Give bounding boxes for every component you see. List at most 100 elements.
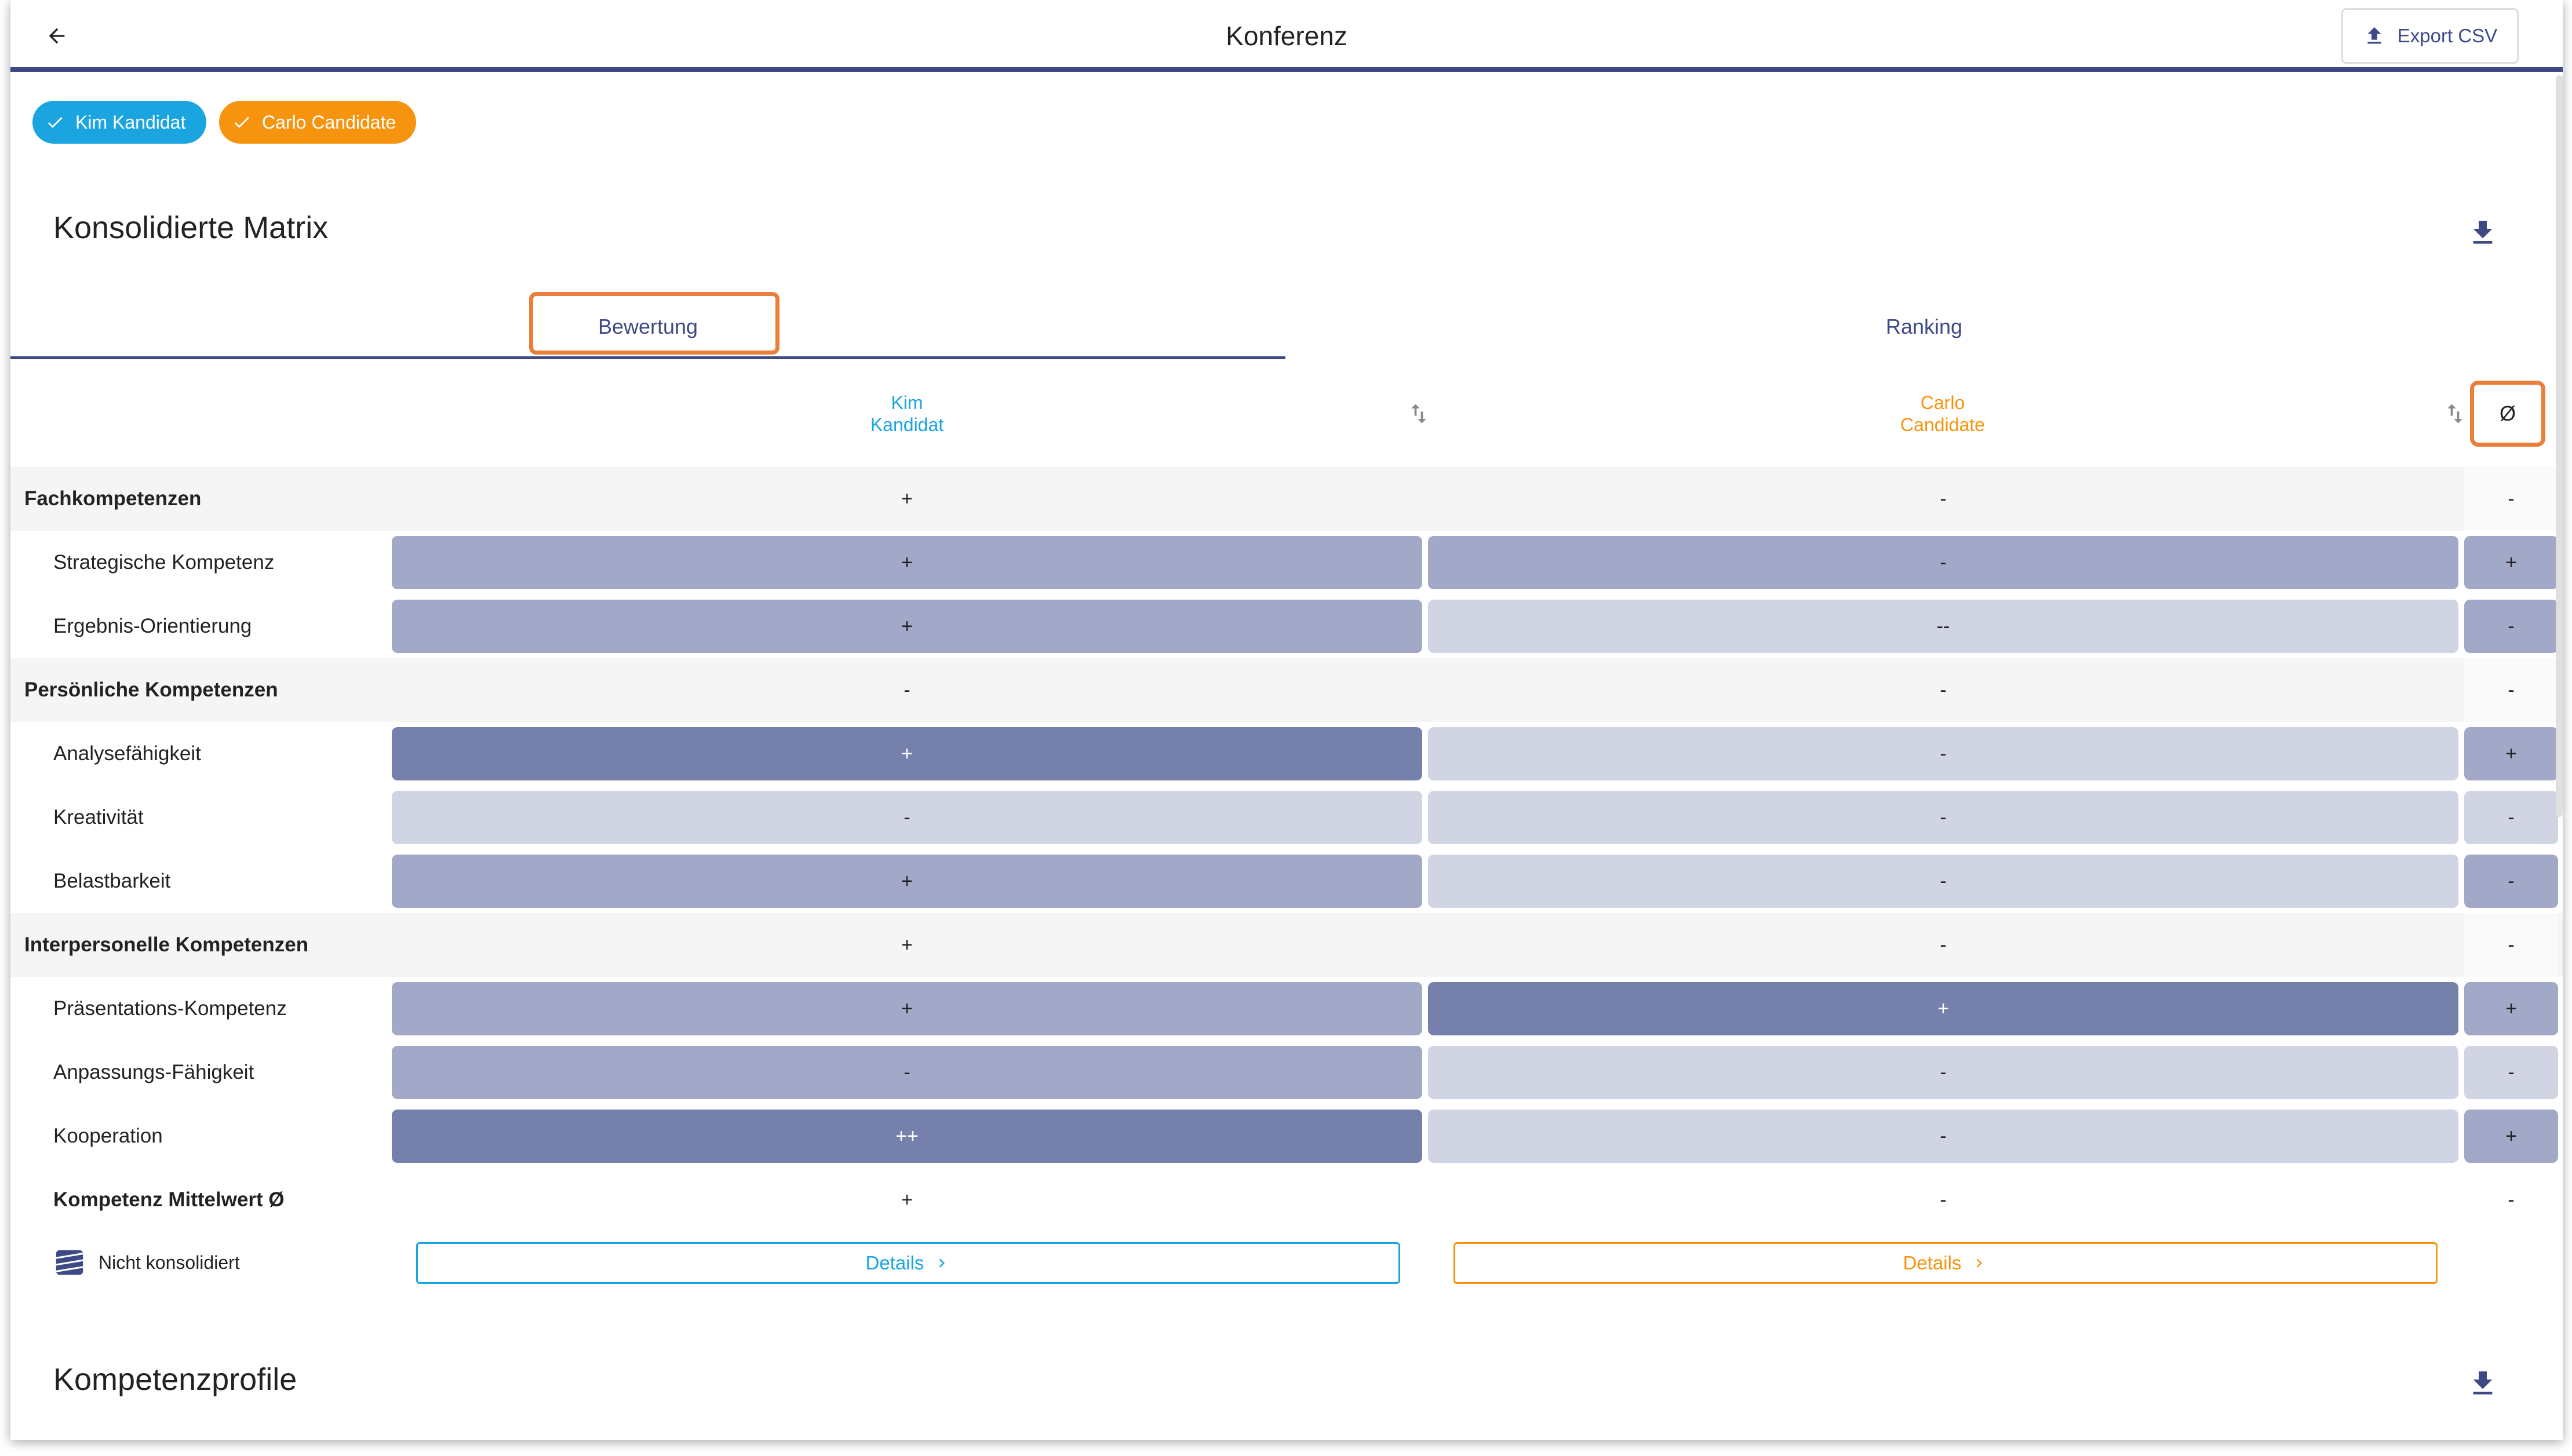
score-cell-kim: + [392,727,1422,780]
column-header-line: Kandidat [870,414,944,435]
column-header-kim: Kim Kandidat [791,392,1023,436]
column-header-line: Carlo [1920,392,1965,413]
competency-row: Kreativität - - - [10,786,2563,849]
group-row: Fachkompetenzen + - - [10,467,2563,531]
row-label: Interpersonelle Kompetenzen [24,933,309,956]
score-cell-carlo: - [1940,934,1947,956]
app-window: Konferenz Export CSV Kim Kandidat Carlo … [10,0,2563,1440]
score-cell-carlo: - [1428,727,2458,780]
score-cell-kim: + [392,982,1422,1035]
page-title: Konferenz [1226,21,1347,51]
score-cell-kim: + [392,536,1422,589]
average-cell: - [2464,658,2558,722]
competency-row: Ergebnis-Orientierung + -- - [10,594,2563,658]
average-cell: - [2464,600,2558,653]
score-cell-carlo: - [1428,855,2458,908]
candidate-chip-kim[interactable]: Kim Kandidat [32,101,206,144]
group-row: Persönliche Kompetenzen - - - [10,658,2563,722]
average-cell: - [2464,913,2558,977]
highlight-frame-average [2470,381,2545,447]
column-header-carlo: Carlo Candidate [1827,392,2059,436]
average-cell: - [2508,1189,2515,1211]
score-cell-carlo: - [1428,791,2458,844]
average-cell: - [2464,467,2558,531]
chip-label: Carlo Candidate [262,111,396,133]
row-label: Anpassungs-Fähigkeit [53,1061,254,1083]
upload-icon [2367,27,2381,44]
not-consolidated-label: Nicht konsolidiert [99,1251,240,1273]
score-cell-kim: - [392,1046,1422,1099]
competency-row: Präsentations-Kompetenz + + + [10,977,2563,1041]
download-icon[interactable] [2467,1366,2499,1401]
row-label: Strategische Kompetenz [53,551,275,574]
competency-row: Strategische Kompetenz + - + [10,531,2563,594]
row-label: Kooperation [53,1125,163,1147]
sort-icon[interactable] [1406,400,1431,428]
export-csv-button[interactable]: Export CSV [2341,8,2519,64]
average-row: Kompetenz Mittelwert Ø + - - [10,1168,2563,1232]
score-cell-kim: - [904,679,910,701]
matrix-tabs: Bewertung Ranking [10,290,2563,362]
score-cell-kim: - [392,791,1422,844]
matrix-footer: Nicht konsolidiert Details Details [10,1236,2563,1289]
score-cell-carlo: - [1940,679,1947,701]
row-label: Kompetenz Mittelwert Ø [53,1188,285,1211]
sort-icon[interactable] [2442,400,2468,428]
details-button-carlo[interactable]: Details [1453,1242,2438,1284]
average-cell: + [2464,727,2558,780]
matrix-title: Konsolidierte Matrix [53,210,329,245]
group-row: Interpersonelle Kompetenzen + - - [10,913,2563,977]
score-cell-carlo: - [1428,1110,2458,1163]
details-label: Details [1903,1252,1962,1273]
average-cell: + [2464,982,2558,1035]
row-label: Analysefähigkeit [53,742,201,765]
highlight-frame-bewertung [529,292,779,355]
average-cell: - [2464,855,2558,908]
column-header-line: Kim [891,392,923,413]
not-consolidated-status: Nicht konsolidiert [53,1236,240,1289]
tab-ranking[interactable]: Ranking [1885,315,1963,338]
competency-row: Anpassungs-Fähigkeit - - - [10,1041,2563,1104]
back-button[interactable] [35,16,79,56]
chip-label: Kim Kandidat [75,111,186,133]
score-cell-kim: + [901,1189,913,1211]
arrow-left-icon [49,28,65,44]
download-icon[interactable] [2467,216,2499,250]
score-cell-carlo: - [1940,488,1947,510]
row-label: Kreativität [53,806,144,829]
row-label: Persönliche Kompetenzen [24,678,278,701]
average-cell: - [2464,791,2558,844]
average-cell: - [2464,1046,2558,1099]
score-cell-carlo: -- [1428,600,2458,653]
check-icon [48,116,63,128]
average-cell: + [2464,1110,2558,1163]
score-cell-kim: + [901,934,913,956]
score-cell-kim: + [392,600,1422,653]
candidate-chip-carlo[interactable]: Carlo Candidate [219,101,416,144]
row-label: Ergebnis-Orientierung [53,615,252,637]
stack-icon [56,1250,83,1275]
score-cell-carlo: - [1940,1189,1947,1211]
competency-row: Analysefähigkeit + - + [10,722,2563,786]
vertical-scrollbar[interactable] [2556,75,2563,817]
chevron-right-icon [1977,1258,1983,1268]
score-cell-carlo: + [1428,982,2458,1035]
competency-row: Belastbarkeit + - - [10,849,2563,913]
details-button-kim[interactable]: Details [416,1242,1400,1284]
score-cell-carlo: - [1428,1046,2458,1099]
score-cell-carlo: - [1428,536,2458,589]
details-label: Details [865,1252,924,1273]
top-app-bar: Konferenz Export CSV [10,0,2563,72]
check-icon [234,116,249,128]
row-label: Präsentations-Kompetenz [53,997,287,1020]
competency-row: Kooperation ++ - + [10,1104,2563,1168]
profiles-title: Kompetenzprofile [53,1362,297,1397]
average-cell: + [2464,536,2558,589]
score-cell-kim: + [392,855,1422,908]
tab-bewertung[interactable]: Bewertung [10,290,1285,359]
average-column-header: Ø [2499,402,2516,425]
chevron-right-icon [939,1258,945,1268]
column-header-line: Candidate [1900,414,1985,435]
score-cell-kim: ++ [392,1110,1422,1163]
row-label: Belastbarkeit [53,870,171,892]
